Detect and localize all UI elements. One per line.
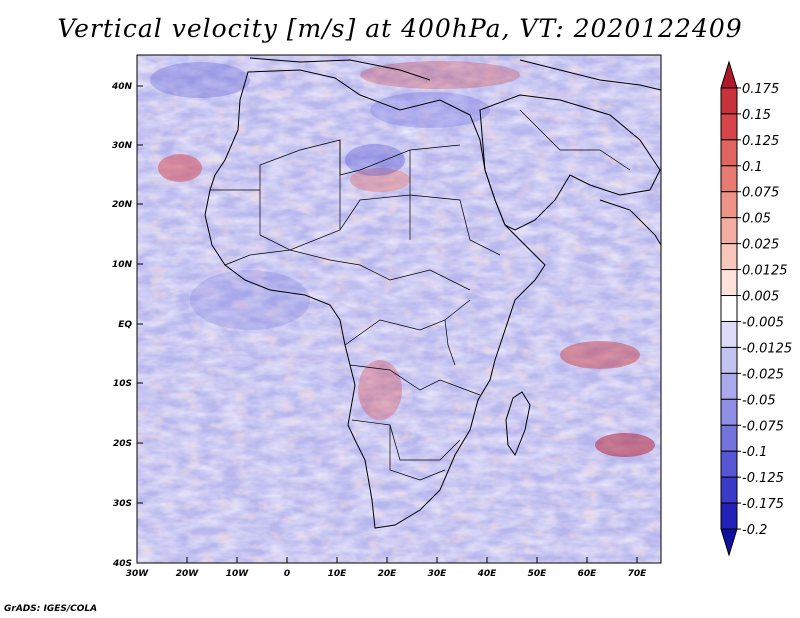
border <box>409 150 501 256</box>
colorbar-level-label: -0.05 <box>742 393 776 408</box>
updraft-region <box>560 341 640 369</box>
colorbar-swatch <box>720 87 738 115</box>
border <box>389 425 446 481</box>
colorbar-level-label: 0.025 <box>742 238 779 253</box>
updraft-region <box>358 360 402 420</box>
colorbar-level-label: 0.125 <box>742 134 779 149</box>
colorbar-level-label: -0.0125 <box>742 341 792 356</box>
lat-labels: 40N 30N 20N 10N EQ 10S 20S 30S 40S <box>111 82 133 569</box>
colorbar-swatch <box>720 346 738 374</box>
madagascar-coastline <box>505 391 531 457</box>
lon-label: 60E <box>578 569 598 579</box>
field-texture-red <box>137 55 661 563</box>
colorbar-boxes <box>720 60 738 557</box>
border <box>344 299 471 346</box>
colorbar-level-label: -0.025 <box>742 367 784 382</box>
colorbar-swatch <box>720 476 738 504</box>
lat-label: 30N <box>112 141 133 151</box>
colorbar-swatch <box>720 398 738 426</box>
downdraft-region <box>190 270 310 330</box>
plot-frame <box>136 54 662 564</box>
lat-label: 40S <box>112 559 132 569</box>
border <box>519 109 631 171</box>
colorbar-level-label: 0.15 <box>742 108 771 123</box>
grads-credit: GrADS: IGES/COLA <box>4 604 98 614</box>
border <box>224 249 471 291</box>
lake-border <box>444 319 456 366</box>
lon-label: 30E <box>428 569 448 579</box>
lon-label: 70E <box>628 569 648 579</box>
colorbar-swatch <box>720 243 738 271</box>
colorbar-swatch <box>720 372 738 400</box>
lat-label: 40N <box>111 82 133 92</box>
colorbar-level-label: 0.05 <box>742 212 771 227</box>
updraft-region <box>350 168 410 192</box>
colorbar-swatch <box>720 502 738 530</box>
colorbar-swatch <box>720 113 738 141</box>
colorbar-swatch <box>720 528 738 557</box>
colorbar-swatch <box>720 424 738 452</box>
colorbar-level-label: 0.0125 <box>742 264 788 279</box>
lon-label: 50E <box>528 569 548 579</box>
colorbar-swatch <box>720 217 738 245</box>
colorbar-swatch <box>720 139 738 167</box>
lon-label: 20E <box>378 569 398 579</box>
lat-label: 10S <box>113 379 132 389</box>
colorbar-swatch <box>720 450 738 478</box>
colorbar-level-label: -0.005 <box>742 315 784 330</box>
colorbar-level-label: -0.125 <box>742 471 784 486</box>
colorbar-swatch <box>720 191 738 219</box>
colorbar-level-label: 0.005 <box>742 290 779 305</box>
europe-coastline <box>249 57 431 81</box>
colorbar-labels: 0.175 0.15 0.125 0.1 0.075 0.05 0.025 0.0125 0.0… <box>737 82 792 538</box>
lon-label: 30W <box>126 569 150 579</box>
lat-label: 10N <box>112 260 133 270</box>
colorbar-swatch <box>720 269 738 297</box>
updraft-region <box>158 154 202 182</box>
lat-label: 20S <box>113 439 132 449</box>
updraft-region <box>360 61 520 89</box>
lon-label: 10W <box>226 569 250 579</box>
updraft-region <box>595 433 655 457</box>
colorbar-swatch <box>720 295 738 322</box>
border <box>349 364 481 396</box>
country-borders <box>210 109 631 481</box>
border <box>351 419 461 461</box>
colorbar-swatch <box>720 320 738 348</box>
lat-label: 20N <box>112 200 133 210</box>
lon-label: 10E <box>328 569 348 579</box>
asia-coastline <box>519 59 662 91</box>
velocity-field <box>137 55 661 563</box>
downdraft-region <box>345 144 405 176</box>
downdraft-region <box>370 92 490 128</box>
lon-label: 40E <box>477 569 498 579</box>
india-coastline <box>599 199 662 246</box>
africa-coastline <box>204 69 546 529</box>
lon-labels: 30W 20W 10W 0 10E 20E 30E 40E 50E 60E 70… <box>126 569 647 579</box>
arabia-coastline <box>479 94 661 231</box>
colorbar-level-label: -0.075 <box>742 419 784 434</box>
colorbar-swatch <box>720 165 738 193</box>
colorbar-level-label: -0.175 <box>742 497 784 512</box>
lon-label: 20W <box>176 569 200 579</box>
colorbar-swatch <box>720 60 738 89</box>
coastlines <box>204 57 662 529</box>
axis-ticks <box>136 85 638 564</box>
lat-label: 30S <box>113 499 132 509</box>
colorbar-level-label: 0.1 <box>742 160 763 175</box>
chart-title: Vertical velocity [m/s] at 400hPa, VT: 2… <box>57 14 743 43</box>
lat-label: EQ <box>118 320 132 330</box>
lon-label: 0 <box>284 569 290 579</box>
colorbar-level-label: -0.1 <box>742 445 767 460</box>
colorbar-level-label: 0.175 <box>742 82 779 97</box>
downdraft-region <box>150 62 250 98</box>
colorbar-level-label: 0.075 <box>742 186 779 201</box>
colorbar-level-label: -0.2 <box>742 523 767 538</box>
